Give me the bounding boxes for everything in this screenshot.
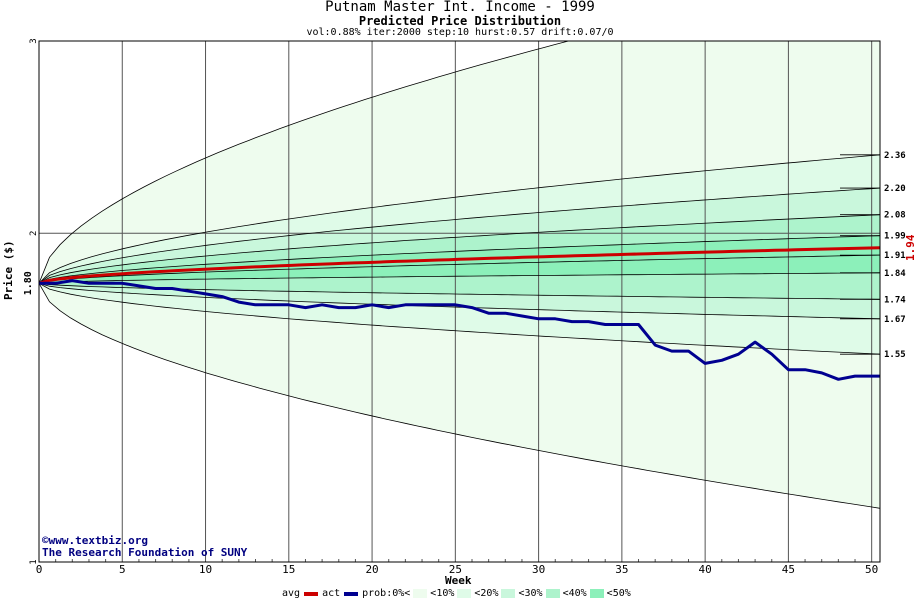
prob-band-1 <box>39 283 880 355</box>
percentile-line-7 <box>39 214 880 284</box>
percentile-label: 1.99 <box>884 232 906 242</box>
chart-title: Putnam Master Int. Income - 1999 <box>325 0 595 15</box>
legend-band3-swatch <box>545 589 560 598</box>
legend-band4-swatch <box>589 589 604 598</box>
x-axis-label: Week <box>445 574 472 587</box>
legend-b10-label: <10% <box>430 588 455 599</box>
probability-bands <box>39 41 880 509</box>
percentile-label: 1.55 <box>884 350 906 360</box>
x-tick-label: 5 <box>119 563 126 576</box>
chart-subtitle: Predicted Price Distribution <box>358 14 562 28</box>
x-tick-label: 25 <box>449 563 462 576</box>
legend-act-label: act <box>322 588 341 599</box>
percentile-line-4 <box>39 272 880 284</box>
percentile-line-1 <box>39 282 880 355</box>
y-tick-label: 1 <box>29 559 39 564</box>
legend-b40-label: <40% <box>562 588 587 599</box>
x-tick-label: 20 <box>365 563 378 576</box>
percentile-label: 1.74 <box>884 295 906 305</box>
plot-frame <box>38 40 881 563</box>
legend-band0-swatch <box>413 589 428 598</box>
percentile-label: 1.84 <box>884 269 906 279</box>
axes <box>38 40 881 563</box>
x-tick-label: 30 <box>532 563 545 576</box>
start-value-label: 1.80 <box>23 271 34 295</box>
x-tick-label: 40 <box>699 563 712 576</box>
legend-b50-label: <50% <box>606 588 631 599</box>
y-tick-label: 2 <box>29 231 39 236</box>
tick-labels: 0 5 10 15 20 25 30 35 40 45 50 1 2 3 1.80 <box>23 38 878 576</box>
series-lines <box>38 246 881 381</box>
percentile-labels: 1.55 1.67 1.74 1.84 1.91 1.99 2.08 2.20 2.36 1.94 <box>840 151 917 360</box>
legend-avg-label: avg <box>282 588 301 599</box>
y-axis-label: Price ($) <box>2 240 15 300</box>
y-tick-label: 3 <box>29 38 39 43</box>
percentile-label: 2.20 <box>884 184 906 194</box>
legend-band1-swatch <box>457 589 472 598</box>
percentile-line-0 <box>39 283 880 509</box>
x-tick-label: 45 <box>782 563 795 576</box>
x-tick-label: 10 <box>199 563 212 576</box>
avg-series-line <box>38 246 881 285</box>
percentile-line-10 <box>39 41 571 284</box>
x-tick-label: 0 <box>36 563 43 576</box>
legend-band2-swatch <box>501 589 516 598</box>
percentile-label: 2.36 <box>884 151 906 161</box>
percentile-lines <box>39 41 880 509</box>
percentile-line-2 <box>39 282 880 320</box>
legend: avg act prob:0%< <10% <20% <30% <40% <50… <box>282 588 631 599</box>
x-tick-label: 15 <box>282 563 295 576</box>
prob-band-7 <box>39 188 880 284</box>
legend-avg-swatch <box>304 591 319 596</box>
legend-act-swatch <box>344 591 359 596</box>
percentile-line-5 <box>39 254 880 284</box>
credit-org: The Research Foundation of SUNY <box>42 546 248 559</box>
end-value-label: 1.94 <box>904 234 917 261</box>
percentile-label: 1.67 <box>884 315 906 325</box>
credit-url: ©www.textbiz.org <box>42 534 148 547</box>
percentile-line-6 <box>39 235 880 284</box>
legend-b20-label: <20% <box>474 588 499 599</box>
prob-band-3 <box>39 272 880 300</box>
chart-params: vol:0.88% iter:2000 step:10 hurst:0.57 d… <box>306 27 614 38</box>
percentile-line-8 <box>39 187 880 284</box>
percentile-line-9 <box>39 154 880 284</box>
prob-band-2 <box>39 283 880 319</box>
x-tick-label: 50 <box>865 563 878 576</box>
percentile-label: 2.08 <box>884 211 906 221</box>
x-tick-label: 35 <box>615 563 628 576</box>
percentile-label: 1.91 <box>884 251 906 261</box>
prob-band-4 <box>39 255 880 284</box>
legend-b30-label: <30% <box>518 588 543 599</box>
prob-band-9 <box>39 41 880 284</box>
prob-band-6 <box>39 214 880 284</box>
legend-prob-label: prob:0%< <box>362 588 411 599</box>
prob-band-0 <box>39 283 880 509</box>
actual-series-line <box>39 279 880 381</box>
